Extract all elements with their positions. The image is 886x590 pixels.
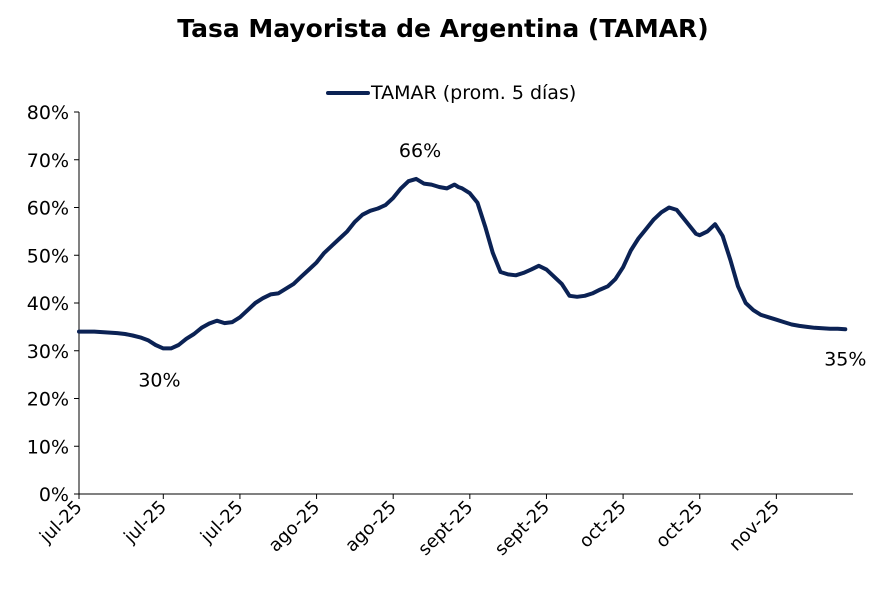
- data-label: 35%: [824, 348, 866, 370]
- x-tick-label: jul-25: [196, 497, 247, 548]
- annotations: 30% 66% 35%: [138, 140, 866, 392]
- data-label: 30%: [138, 369, 180, 391]
- y-tick-label: 80%: [27, 102, 69, 124]
- legend: TAMAR (prom. 5 días): [326, 82, 576, 104]
- y-tick-label: 70%: [27, 150, 69, 172]
- x-tick-label: ago-25: [265, 497, 325, 557]
- series-line-tamar: [77, 176, 848, 351]
- x-tick-label: ago-25: [341, 497, 401, 557]
- x-tick-label: oct-25: [652, 497, 707, 552]
- y-tick-label: 30%: [27, 341, 69, 363]
- series-layer: [77, 176, 848, 351]
- x-tick-label: sept-25: [491, 497, 554, 560]
- x-tick-label: jul-25: [119, 497, 170, 548]
- y-tick-label: 0%: [39, 484, 69, 506]
- x-tick-label: nov-25: [725, 497, 784, 556]
- y-tick-label: 20%: [27, 389, 69, 411]
- y-tick-label: 10%: [27, 436, 69, 458]
- x-tick-label: oct-25: [575, 497, 630, 552]
- data-label: 66%: [399, 140, 441, 162]
- chart-title: Tasa Mayorista de Argentina (TAMAR): [177, 14, 709, 43]
- legend-label: TAMAR (prom. 5 días): [370, 82, 576, 104]
- y-tick-label: 50%: [27, 245, 69, 267]
- y-axis: 0% 10% 20% 30% 40% 50% 60% 70% 80%: [27, 102, 80, 506]
- y-tick-label: 40%: [27, 293, 69, 315]
- y-tick-label: 60%: [27, 198, 69, 220]
- x-axis: jul-25 jul-25 jul-25 ago-25 ago-25 sept-25 sep…: [35, 493, 853, 560]
- x-tick-label: sept-25: [414, 497, 477, 560]
